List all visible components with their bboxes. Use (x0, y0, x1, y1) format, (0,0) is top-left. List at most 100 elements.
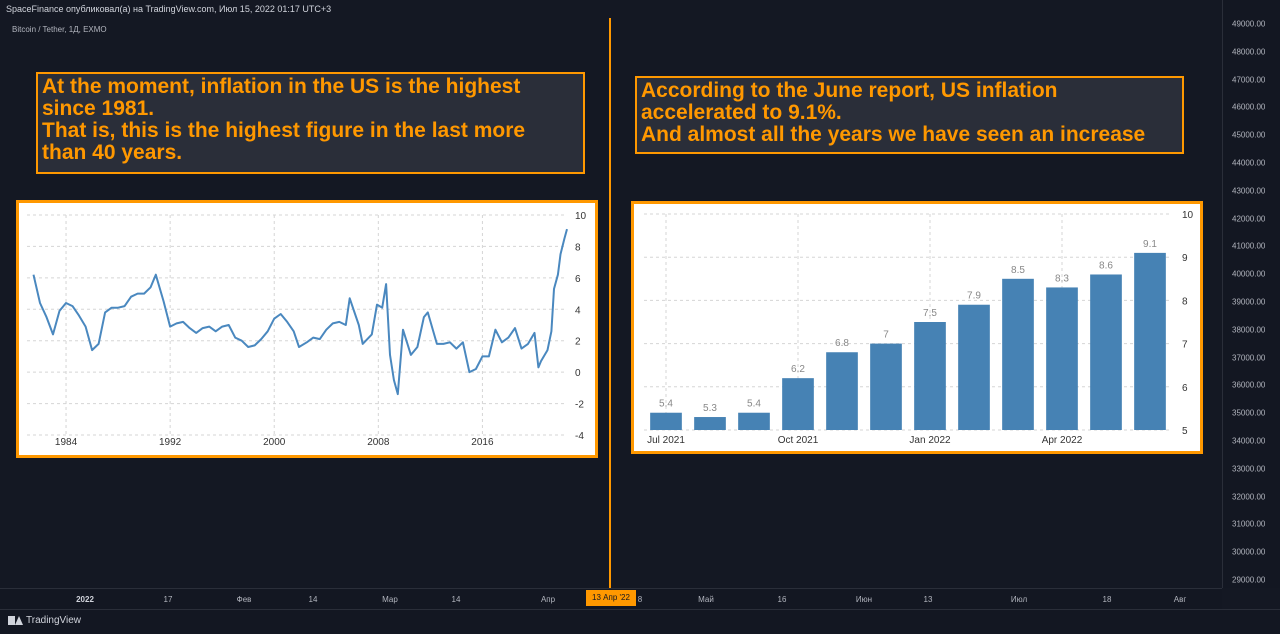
x-tick-label: Jul 2021 (647, 435, 685, 446)
y-tick-label: 5 (1182, 426, 1188, 437)
y-tick-label: 8 (575, 242, 581, 253)
time-tick: Май (698, 595, 714, 604)
gridlines (27, 214, 567, 436)
time-tick: 17 (163, 595, 173, 604)
time-tick: 18 (1102, 595, 1112, 604)
price-tick: 48000.00 (1232, 47, 1266, 57)
footer-bar: TradingView (0, 609, 1280, 634)
annotation-june-report[interactable]: According to the June report, US inflati… (635, 76, 1184, 154)
bar-value-label: 7.5 (923, 308, 937, 319)
bar (870, 343, 902, 430)
y-tick-label: -4 (575, 431, 584, 442)
price-tick: 33000.00 (1232, 464, 1266, 474)
time-tick: Июн (855, 595, 873, 604)
y-tick-label: 7 (1182, 340, 1188, 351)
time-tick: Авг (1173, 595, 1187, 604)
bar (738, 412, 770, 430)
bar-value-label: 6.8 (835, 338, 849, 349)
price-tick: 44000.00 (1232, 158, 1266, 168)
x-tick-label: Oct 2021 (778, 435, 819, 446)
price-tick: 35000.00 (1232, 408, 1266, 418)
x-tick-label: 1992 (159, 437, 182, 448)
time-tick: 2022 (76, 595, 94, 604)
time-tick: Фев (236, 595, 252, 604)
tradingview-logo[interactable]: TradingView (8, 615, 81, 626)
price-tick: 39000.00 (1232, 297, 1266, 307)
price-axis[interactable]: 49000.00 48000.00 47000.00 46000.00 45000.00… (1222, 0, 1280, 588)
time-tick: 16 (777, 595, 787, 604)
symbol-label: Bitcoin / Tether, 1Д, EXMO (12, 25, 107, 34)
y-tick-label: 9 (1182, 253, 1188, 264)
price-tick: 45000.00 (1232, 130, 1266, 140)
price-tick: 46000.00 (1232, 102, 1266, 112)
bar (1134, 252, 1166, 430)
bar-value-label: 8.5 (1011, 265, 1025, 276)
bar (694, 417, 726, 430)
price-tick: 30000.00 (1232, 547, 1266, 557)
bar (1046, 287, 1078, 430)
bar-value-label: 7.9 (967, 291, 981, 302)
y-tick-label: 6 (1182, 383, 1188, 394)
bar (914, 322, 946, 430)
bar-value-label: 8.6 (1099, 260, 1113, 271)
bar-value-label: 8.3 (1055, 273, 1069, 284)
crosshair-date-label: 13 Апр '22 (586, 590, 636, 606)
publication-header: SpaceFinance опубликовал(а) на TradingVi… (6, 4, 332, 14)
bar (826, 352, 858, 430)
price-tick: 31000.00 (1232, 519, 1266, 529)
y-tick-label: 0 (575, 368, 581, 379)
y-tick-label: 8 (1182, 296, 1188, 307)
time-tick: 14 (308, 595, 318, 604)
time-tick: Мар (382, 595, 398, 604)
tradingview-brand-text: TradingView (26, 615, 82, 626)
y-tick-label: 6 (575, 274, 581, 285)
price-tick: 40000.00 (1232, 269, 1266, 279)
price-tick: 41000.00 (1232, 241, 1266, 251)
tradingview-logo-icon (8, 616, 23, 625)
bar-value-label: 5.3 (703, 403, 717, 414)
bar-value-label: 7 (883, 330, 889, 341)
time-tick: Апр (540, 595, 556, 604)
time-tick: Июл (1010, 595, 1028, 604)
bar (958, 304, 990, 430)
monthly-inflation-chart: 10 9 8 7 6 5 5.4 5.3 5.4 6.2 6.8 7 7.5 7.9 8.5 8.3 8.6 9.… (631, 201, 1203, 454)
inflation-history-chart: 10 8 6 4 2 0 -2 -4 1984 1992 2000 2008 2016 (16, 200, 598, 458)
x-tick-label: Apr 2022 (1042, 435, 1083, 446)
bar-chart-svg: 10 9 8 7 6 5 5.4 5.3 5.4 6.2 6.8 7 7.5 7.9 8.5 8.3 8.6 9.… (644, 210, 1194, 446)
price-tick: 36000.00 (1232, 380, 1266, 390)
vertical-line-drawing[interactable] (609, 18, 611, 588)
time-tick: 8 (637, 595, 643, 604)
inflation-line (32, 228, 568, 396)
bar (650, 412, 682, 430)
time-tick: 13 (923, 595, 933, 604)
price-tick: 34000.00 (1232, 436, 1266, 446)
price-tick: 38000.00 (1232, 325, 1266, 335)
x-tick-label: 2000 (263, 437, 286, 448)
y-tick-label: -2 (575, 400, 584, 411)
price-tick: 49000.00 (1232, 19, 1266, 29)
annotation-inflation-1981[interactable]: At the moment, inflation in the US is th… (36, 72, 585, 174)
bar (1002, 278, 1034, 430)
price-tick: 42000.00 (1232, 214, 1266, 224)
price-tick: 43000.00 (1232, 186, 1266, 196)
price-tick: 47000.00 (1232, 75, 1266, 85)
y-tick-label: 10 (1182, 210, 1194, 221)
line-chart-svg: 10 8 6 4 2 0 -2 -4 1984 1992 2000 2008 2016 (27, 211, 587, 448)
y-tick-label: 2 (575, 337, 581, 348)
x-tick-label: Jan 2022 (909, 435, 951, 446)
bar-value-label: 5.4 (659, 399, 673, 410)
bar (782, 378, 814, 430)
time-tick: 14 (451, 595, 461, 604)
x-tick-label: 2008 (367, 437, 390, 448)
x-tick-label: 2016 (471, 437, 494, 448)
y-tick-label: 4 (575, 305, 581, 316)
bar-value-label: 5.4 (747, 399, 761, 410)
bar-value-label: 6.2 (791, 364, 805, 375)
price-tick: 37000.00 (1232, 353, 1266, 363)
bar-value-label: 9.1 (1143, 239, 1157, 250)
y-tick-label: 10 (575, 211, 587, 222)
price-tick: 29000.00 (1232, 575, 1266, 585)
x-tick-label: 1984 (55, 437, 78, 448)
price-tick: 32000.00 (1232, 492, 1266, 502)
bar (1090, 274, 1122, 430)
